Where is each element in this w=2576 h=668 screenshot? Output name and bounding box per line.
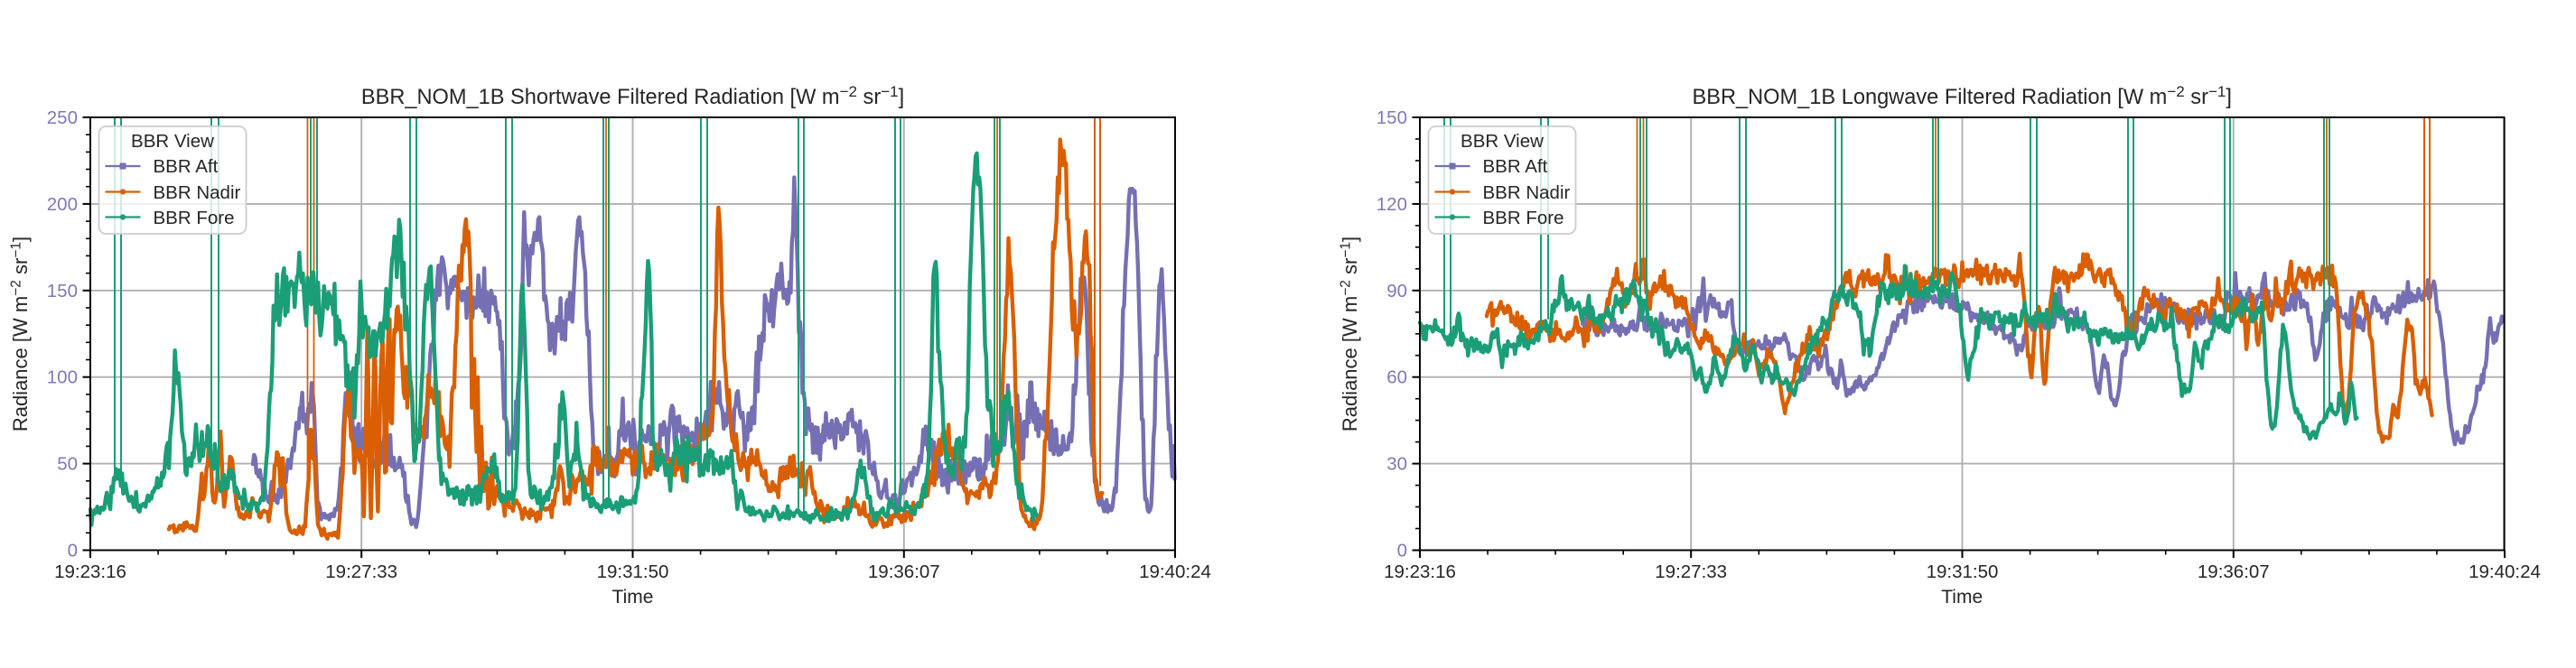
svg-text:250: 250 xyxy=(47,107,78,128)
svg-text:BBR View: BBR View xyxy=(1461,131,1544,152)
svg-text:60: 60 xyxy=(1386,367,1407,388)
svg-text:19:40:24: 19:40:24 xyxy=(1139,561,1211,582)
svg-text:BBR_NOM_1B Longwave Filtered R: BBR_NOM_1B Longwave Filtered Radiation [… xyxy=(1692,83,2231,109)
svg-text:19:27:33: 19:27:33 xyxy=(325,561,397,582)
svg-text:BBR Nadir: BBR Nadir xyxy=(154,182,241,203)
svg-text:0: 0 xyxy=(1397,541,1407,561)
svg-text:120: 120 xyxy=(1377,194,1407,215)
svg-text:Radiance [W m−2 sr−1]: Radiance [W m−2 sr−1] xyxy=(1339,237,1362,431)
svg-text:BBR_NOM_1B Shortwave Filtered: BBR_NOM_1B Shortwave Filtered Radiation … xyxy=(361,83,904,109)
svg-text:19:23:16: 19:23:16 xyxy=(1384,561,1456,582)
svg-text:19:36:07: 19:36:07 xyxy=(2198,561,2270,582)
svg-text:19:27:33: 19:27:33 xyxy=(1655,561,1727,582)
svg-text:Radiance [W m−2 sr−1]: Radiance [W m−2 sr−1] xyxy=(9,237,33,431)
svg-text:BBR Fore: BBR Fore xyxy=(154,208,235,228)
svg-text:BBR Nadir: BBR Nadir xyxy=(1483,182,1571,203)
svg-text:90: 90 xyxy=(1386,281,1407,302)
svg-text:BBR Aft: BBR Aft xyxy=(1483,156,1548,177)
svg-text:200: 200 xyxy=(47,194,78,215)
svg-text:BBR Fore: BBR Fore xyxy=(1483,208,1564,228)
svg-text:19:23:16: 19:23:16 xyxy=(54,561,126,582)
svg-text:50: 50 xyxy=(57,454,78,475)
svg-text:19:31:50: 19:31:50 xyxy=(1927,561,1999,582)
svg-text:150: 150 xyxy=(1377,107,1407,128)
svg-text:30: 30 xyxy=(1386,454,1407,475)
svg-text:100: 100 xyxy=(47,367,78,388)
svg-text:150: 150 xyxy=(47,281,78,302)
svg-text:Time: Time xyxy=(612,587,654,608)
svg-text:0: 0 xyxy=(68,541,78,561)
svg-text:Time: Time xyxy=(1941,587,1983,608)
svg-text:19:36:07: 19:36:07 xyxy=(868,561,940,582)
svg-text:BBR Aft: BBR Aft xyxy=(154,156,219,177)
svg-text:19:31:50: 19:31:50 xyxy=(597,561,669,582)
svg-text:19:40:24: 19:40:24 xyxy=(2469,561,2541,582)
svg-text:BBR View: BBR View xyxy=(131,131,214,152)
